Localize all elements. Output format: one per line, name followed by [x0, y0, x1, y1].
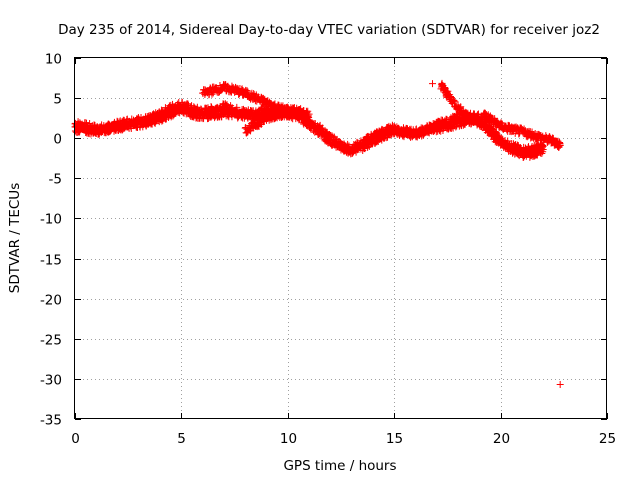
x-tick-labels: 0 5 10 15 20 25: [71, 431, 616, 447]
data-point: [304, 107, 312, 115]
y-tick-labels: 10 5 0 -5 -10 -15 -20 -25 -30 -35: [40, 52, 62, 429]
data-point: [309, 121, 317, 129]
y-tick-label: -20: [40, 293, 62, 309]
y-tick-label: -10: [40, 212, 62, 228]
y-tick-label: -35: [40, 413, 62, 429]
data-points: [71, 79, 564, 389]
y-tick-label: -25: [40, 333, 62, 349]
data-point: [457, 103, 465, 111]
data-point: [439, 127, 447, 135]
y-tick-label: 5: [53, 92, 62, 108]
data-point: [429, 80, 437, 88]
y-tick-label: -15: [40, 253, 62, 269]
y-tick-label: 10: [45, 52, 62, 68]
x-axis-label: GPS time / hours: [283, 458, 396, 474]
y-tick-label: -30: [40, 373, 62, 389]
plot-frame: [74, 57, 607, 419]
x-tick-label: 0: [71, 431, 80, 447]
y-axis-label: SDTVAR / TECUs: [7, 183, 23, 293]
data-point: [475, 117, 483, 125]
data-point: [305, 110, 313, 118]
data-point: [556, 141, 564, 149]
data-point: [556, 381, 564, 389]
data-point: [506, 141, 514, 149]
data-point: [213, 107, 221, 115]
grid: [75, 58, 607, 419]
data-point: [284, 109, 292, 117]
data-point: [209, 89, 217, 97]
x-tick-label: 20: [493, 431, 510, 447]
x-tick-label: 15: [386, 431, 403, 447]
x-tick-label: 10: [280, 431, 297, 447]
y-tick-label: -5: [49, 172, 62, 188]
axis-ticks: [75, 58, 608, 420]
x-tick-label: 5: [177, 431, 186, 447]
data-point: [538, 149, 546, 157]
y-tick-label: 0: [53, 132, 62, 148]
x-tick-label: 25: [599, 431, 616, 447]
data-point: [539, 145, 547, 153]
chart-title: Day 235 of 2014, Sidereal Day-to-day VTE…: [58, 22, 600, 38]
